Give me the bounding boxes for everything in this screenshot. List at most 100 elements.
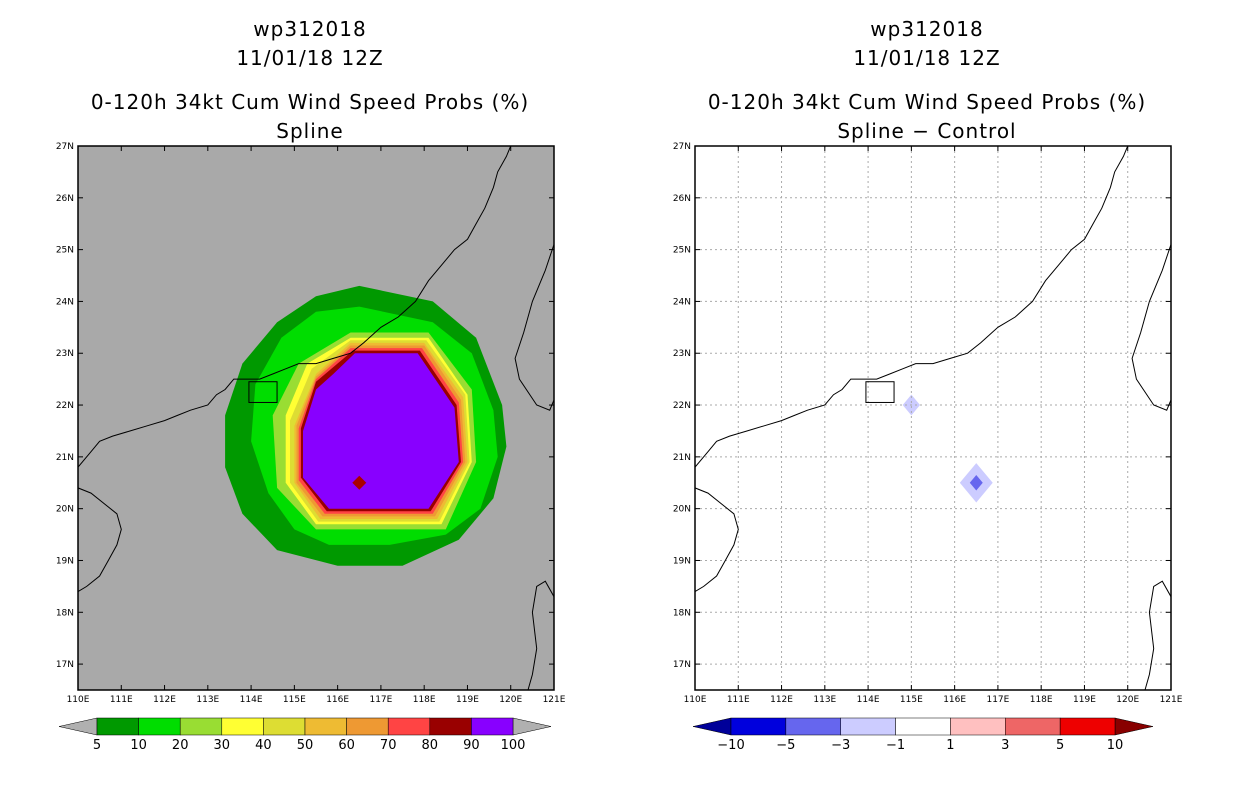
left-colorbar-swatch <box>387 717 431 736</box>
coastline <box>1144 580 1171 690</box>
y-tick-label: 22N <box>673 401 691 411</box>
x-tick-label: 114E <box>857 695 880 705</box>
right-colorbar-swatch <box>950 717 1006 736</box>
y-tick-label: 23N <box>56 349 74 359</box>
x-tick-label: 118E <box>1030 695 1053 705</box>
y-tick-label: 23N <box>673 349 691 359</box>
right-colorbar-swatch <box>730 717 787 736</box>
left-colorbar-swatch <box>471 717 514 736</box>
prob-contour-90 <box>303 353 459 509</box>
right-colorbar-label: 3 <box>1001 738 1009 753</box>
x-tick-label: 114E <box>240 695 263 705</box>
left-chart-subtitle: Spline <box>276 119 344 143</box>
right-storm-id: wp312018 <box>870 17 984 41</box>
x-tick-label: 118E <box>413 695 436 705</box>
left-colorbar-label: 40 <box>255 738 272 753</box>
right-colorbar-swatch <box>840 717 896 736</box>
x-tick-label: 110E <box>684 695 707 705</box>
left-colorbar-extend-low <box>58 717 98 736</box>
y-tick-label: 21N <box>56 453 74 463</box>
x-tick-label: 113E <box>813 695 836 705</box>
left-colorbar-swatch <box>304 717 347 736</box>
coastline-island <box>248 381 278 403</box>
right-colorbar-label: 1 <box>946 738 954 753</box>
y-tick-label: 18N <box>673 608 691 618</box>
y-tick-label: 17N <box>673 660 691 670</box>
y-tick-label: 21N <box>673 453 691 463</box>
coastline-island <box>865 381 895 403</box>
y-tick-label: 17N <box>56 660 74 670</box>
x-tick-label: 115E <box>283 695 306 705</box>
left-colorbar-swatch <box>263 717 306 736</box>
y-tick-label: 18N <box>56 608 74 618</box>
left-map-content <box>78 146 554 690</box>
x-tick-label: 112E <box>153 695 176 705</box>
y-tick-label: 27N <box>56 142 74 152</box>
y-tick-label: 25N <box>56 246 74 256</box>
right-map-frame <box>694 145 1172 691</box>
storm-center-marker <box>352 475 367 490</box>
left-chart-title: 0-120h 34kt Cum Wind Speed Probs (%) <box>90 90 530 114</box>
x-tick-label: 116E <box>943 695 966 705</box>
y-tick-label: 25N <box>673 246 691 256</box>
left-colorbar-swatch <box>221 717 264 736</box>
left-colorbar: 5 10 20 30 40 50 60 70 80 90 100 <box>58 717 552 753</box>
coastline <box>78 487 122 593</box>
left-colorbar-label: 60 <box>338 738 355 753</box>
coastline <box>695 487 739 593</box>
left-colorbar-label: 90 <box>463 738 480 753</box>
left-colorbar-swatch <box>138 717 181 736</box>
x-tick-label: 120E <box>1116 695 1139 705</box>
y-tick-label: 26N <box>56 194 74 204</box>
right-colorbar-label: −1 <box>886 738 905 753</box>
x-tick-label: 117E <box>986 695 1009 705</box>
right-colorbar: −10 −5 −3 −1 1 3 5 10 <box>692 717 1154 753</box>
x-tick-label: 120E <box>499 695 522 705</box>
x-tick-label: 116E <box>326 695 349 705</box>
x-tick-label: 121E <box>1160 695 1183 705</box>
coastline <box>1131 244 1171 411</box>
x-tick-label: 119E <box>1073 695 1096 705</box>
x-tick-label: 117E <box>369 695 392 705</box>
x-tick-label: 112E <box>770 695 793 705</box>
left-colorbar-label: 30 <box>214 738 231 753</box>
right-colorbar-extend-low <box>692 717 732 736</box>
y-tick-label: 24N <box>673 297 691 307</box>
x-tick-label: 111E <box>727 695 750 705</box>
y-tick-label: 26N <box>673 194 691 204</box>
x-tick-label: 115E <box>900 695 923 705</box>
y-tick-label: 22N <box>56 401 74 411</box>
left-colorbar-label: 100 <box>501 738 526 753</box>
y-tick-label: 24N <box>56 297 74 307</box>
right-colorbar-swatch <box>785 717 841 736</box>
right-map-background <box>695 146 1171 690</box>
y-tick-label: 27N <box>673 142 691 152</box>
left-colorbar-swatch <box>179 717 223 736</box>
x-tick-label: 113E <box>196 695 219 705</box>
right-colorbar-label: 5 <box>1056 738 1064 753</box>
left-colorbar-swatch <box>429 717 472 736</box>
left-colorbar-swatch <box>346 717 389 736</box>
right-map-panel: 110E 111E 112E 113E 114E 115E 116E 117E 118E 119E… <box>673 142 1183 705</box>
right-colorbar-swatch <box>895 717 951 736</box>
coastline <box>695 146 1129 468</box>
y-tick-label: 19N <box>673 556 691 566</box>
coastline <box>514 244 554 411</box>
left-colorbar-label: 70 <box>380 738 397 753</box>
left-map-frame <box>77 145 555 691</box>
left-init-time: 11/01/18 12Z <box>236 46 384 70</box>
right-init-time: 11/01/18 12Z <box>853 46 1001 70</box>
left-colorbar-label: 80 <box>422 738 439 753</box>
left-colorbar-label: 5 <box>93 738 101 753</box>
y-tick-label: 20N <box>56 505 74 515</box>
left-map-panel: 110E 111E 112E 113E 114E 115E 116E 117E 118E 119E… <box>56 142 566 705</box>
coastline <box>527 580 554 690</box>
left-storm-id: wp312018 <box>253 17 367 41</box>
coastline <box>78 146 512 468</box>
left-colorbar-swatch <box>96 717 139 736</box>
x-tick-label: 121E <box>543 695 566 705</box>
right-colorbar-label: −10 <box>717 738 744 753</box>
left-colorbar-label: 10 <box>130 738 147 753</box>
y-tick-label: 19N <box>56 556 74 566</box>
